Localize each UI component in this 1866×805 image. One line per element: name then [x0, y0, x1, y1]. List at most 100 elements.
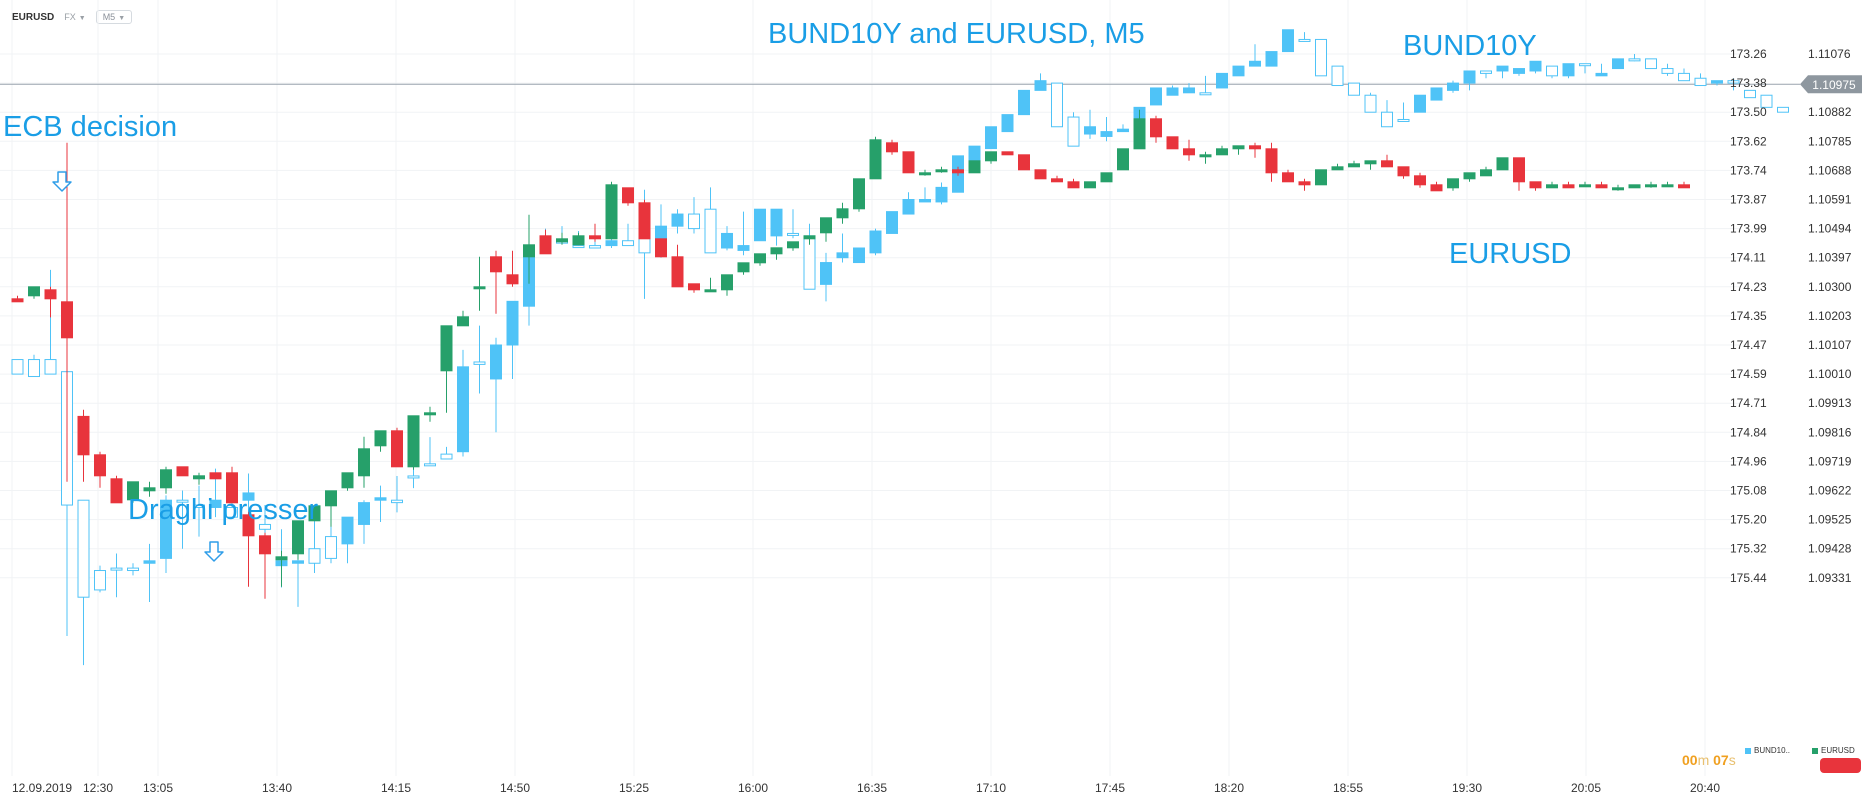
eurusd-candle [1001, 151, 1014, 156]
candle-body [1579, 63, 1591, 67]
candle-body [869, 139, 882, 180]
eurusd-candle [1216, 145, 1228, 156]
candle-body [968, 160, 981, 174]
candle-body [325, 490, 337, 507]
candle-body [737, 245, 750, 251]
candle-body [688, 213, 700, 230]
legend-item-eurusd[interactable]: EURUSD [1812, 746, 1855, 755]
candle-body [176, 499, 189, 503]
bund-candle [127, 563, 139, 576]
market-selector[interactable]: FX ▼ [64, 12, 85, 22]
eurusd-candle [1562, 181, 1575, 189]
bund-candle [77, 499, 90, 666]
timeframe-selector[interactable]: M5 ▼ [95, 10, 133, 24]
eurusd-candle [1414, 172, 1426, 188]
eurusd-candle [374, 430, 387, 452]
candle-body [242, 492, 255, 501]
eurusd-candle [1298, 178, 1311, 191]
candle-body [1414, 175, 1426, 186]
bund-candle [1480, 70, 1492, 79]
candle-body [1595, 184, 1608, 189]
eurusd-candle [1546, 181, 1558, 189]
eurusd-candle [391, 427, 403, 468]
eurusd-candle [226, 466, 238, 504]
eurusd-candle [1265, 142, 1278, 182]
bund-candle [1430, 87, 1443, 101]
eurusd-candle [1018, 154, 1030, 171]
eurusd-candle [1595, 181, 1608, 189]
candle-body [1447, 178, 1459, 189]
candle-body [94, 570, 106, 591]
y-tick-bund: 174.47 [1730, 338, 1767, 352]
bund-candle [820, 252, 832, 302]
candle-body [721, 274, 733, 291]
bund-candle [143, 543, 156, 603]
bund-candle [853, 247, 865, 264]
eurusd-candle [1579, 181, 1591, 188]
eurusd-candle [490, 250, 502, 314]
candle-body [1579, 184, 1591, 188]
eurusd-candle [803, 235, 816, 245]
candle-body [1249, 145, 1261, 150]
candle-body [374, 430, 387, 447]
candle-body [160, 469, 172, 489]
legend-label-bund: BUND10.. [1754, 746, 1791, 755]
y-tick-bund: 175.20 [1730, 513, 1767, 527]
candle-body [869, 230, 882, 254]
bund-candle [1661, 63, 1674, 76]
candle-body [1546, 65, 1558, 77]
candle-body [1331, 166, 1344, 171]
candle-body [226, 472, 238, 504]
y-tick-eurusd: 1.10300 [1808, 280, 1852, 294]
eurusd-candle [473, 256, 486, 311]
candle-body [556, 238, 568, 243]
candle-body [341, 472, 354, 489]
bund-candle [1001, 114, 1014, 133]
y-tick-bund: 173.62 [1730, 134, 1767, 148]
eurusd-candle [61, 142, 73, 482]
bund-candle [1331, 65, 1344, 87]
candle-body [209, 472, 222, 480]
bund-candle [935, 182, 948, 205]
eurusd-candle [1397, 166, 1410, 179]
sell-indicator-badge[interactable] [1820, 758, 1861, 773]
bund-candle [11, 359, 24, 375]
candle-body [1232, 65, 1245, 77]
eurusd-candle [143, 481, 156, 497]
candle-body [1430, 184, 1443, 192]
chart-toolbar: EURUSD FX ▼ M5 ▼ [12, 10, 133, 24]
symbol-selector[interactable]: EURUSD [12, 11, 55, 23]
eurusd-candle [77, 409, 90, 482]
candle-body [1216, 72, 1228, 89]
bund-candle [457, 349, 469, 457]
candle-body [886, 211, 898, 234]
eurusd-candle [457, 310, 469, 327]
eurusd-candle [770, 247, 783, 260]
candle-body [820, 262, 832, 285]
eurusd-candle [1447, 178, 1459, 191]
eurusd-candle [1100, 172, 1113, 183]
bund-candle [1496, 65, 1509, 79]
eurusd-candle [11, 295, 24, 303]
bund-candle [341, 516, 354, 564]
candle-body [1298, 181, 1311, 186]
x-axis: 12.09.2019 12:30 13:05 13:40 14:15 14:50 15:25… [12, 781, 1720, 795]
y-tick-bund: 173.99 [1730, 222, 1767, 236]
bund-candle [1051, 82, 1063, 128]
eurusd-candle [572, 232, 585, 246]
candle-body [1100, 131, 1113, 137]
eurusd-candle [935, 166, 948, 173]
legend-item-bund[interactable]: BUND10.. [1745, 746, 1790, 755]
eurusd-candle [919, 169, 931, 176]
price-tag-label: 1.10975 [1812, 78, 1856, 92]
eurusd-candle [539, 229, 552, 255]
chevron-down-icon: ▼ [118, 15, 126, 22]
candle-body [506, 300, 519, 346]
y-tick-eurusd: 1.09622 [1808, 484, 1852, 498]
candle-body [1348, 82, 1360, 96]
candle-body [94, 454, 106, 477]
candle-body [1166, 87, 1179, 96]
eurusd-candle [275, 550, 288, 587]
eurusd-candle [259, 532, 271, 599]
